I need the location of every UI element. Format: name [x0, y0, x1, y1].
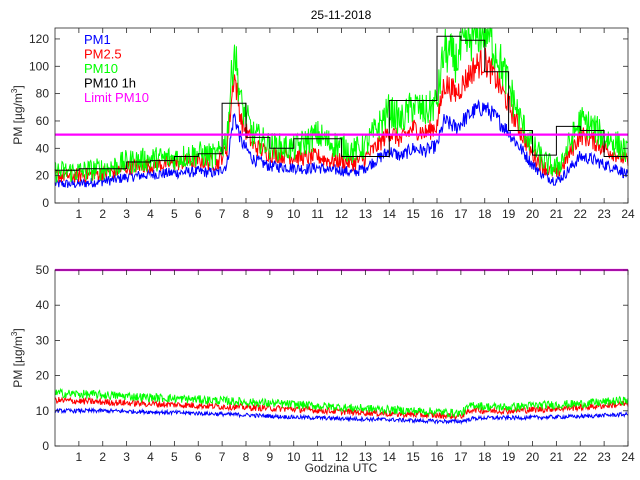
x-tick-label: 14	[383, 207, 397, 221]
x-tick-label: 20	[526, 207, 540, 221]
x-tick-label: 22	[574, 450, 588, 464]
y-tick-label: 20	[36, 169, 50, 183]
x-tick-label: 13	[359, 450, 373, 464]
x-tick-label: 19	[502, 450, 516, 464]
x-tick-label: 18	[478, 450, 492, 464]
top-y-label-main: PM [µg/m	[11, 93, 25, 145]
x-tick-label: 7	[219, 207, 226, 221]
y-tick-label: 10	[36, 404, 50, 418]
x-tick-label: 5	[171, 450, 178, 464]
x-tick-label: 14	[383, 450, 397, 464]
x-tick-label: 5	[171, 207, 178, 221]
y-tick-label: 50	[36, 263, 50, 277]
x-tick-label: 23	[597, 207, 611, 221]
x-tick-label: 17	[454, 207, 468, 221]
x-tick-label: 18	[478, 207, 492, 221]
bottom-y-label-sup: 3	[10, 331, 19, 336]
x-tick-label: 11	[311, 207, 324, 221]
x-tick-label: 12	[335, 450, 349, 464]
x-tick-label: 13	[359, 207, 373, 221]
x-tick-label: 11	[311, 450, 324, 464]
y-tick-label: 20	[36, 369, 50, 383]
bottom-x-ticks: 1 2 3 4 5 6 7 8 9 10 11 12 13 14 15 16 17 18 19 20 21 22 23 24	[76, 270, 635, 464]
y-tick-label: 0	[42, 439, 49, 453]
y-tick-label: 80	[36, 87, 50, 101]
legend-item-pm2-5: PM2.5	[84, 47, 122, 62]
y-tick-label: 40	[36, 141, 50, 155]
x-tick-label: 15	[406, 207, 420, 221]
x-tick-label: 10	[287, 450, 301, 464]
x-tick-label: 17	[454, 450, 468, 464]
x-tick-label: 4	[147, 450, 154, 464]
x-tick-label: 21	[550, 450, 564, 464]
x-tick-label: 7	[219, 450, 226, 464]
x-tick-label: 2	[99, 207, 106, 221]
top-y-label-close: ]	[11, 85, 25, 88]
x-tick-label: 12	[335, 207, 349, 221]
top-plot-area	[54, 27, 629, 188]
y-tick-label: 60	[36, 114, 50, 128]
x-tick-label: 6	[195, 207, 202, 221]
x-tick-label: 8	[243, 450, 250, 464]
top-x-ticks: 1 2 3 4 5 6 7 8 9 10 11 12 13 14 15 16 17 18 19 20 21 22 23 24	[76, 28, 635, 221]
y-tick-label: 30	[36, 333, 50, 347]
legend-item-pm1: PM1	[84, 32, 111, 47]
bottom-y-label-main: PM [µg/m	[11, 336, 25, 388]
x-tick-label: 9	[267, 450, 274, 464]
y-tick-label: 40	[36, 298, 50, 312]
x-tick-label: 3	[123, 450, 130, 464]
x-tick-label: 6	[195, 450, 202, 464]
x-tick-label: 1	[76, 207, 83, 221]
x-tick-label: 2	[99, 450, 106, 464]
top-y-ticks: 0 20 40 60 80 100 120	[29, 32, 628, 210]
legend-item-limit-pm10: Limit PM10	[84, 90, 149, 105]
x-tick-label: 16	[430, 450, 444, 464]
bottom-y-label-close: ]	[11, 328, 25, 331]
x-tick-label: 10	[287, 207, 301, 221]
y-tick-label: 120	[29, 32, 49, 46]
x-tick-label: 23	[597, 450, 611, 464]
x-tick-label: 9	[267, 207, 274, 221]
x-tick-label: 22	[574, 207, 588, 221]
series-pm10-bottom	[54, 387, 629, 419]
chart-title: 25-11-2018	[311, 8, 372, 22]
x-tick-label: 20	[526, 450, 540, 464]
x-axis-label: Godzina UTC	[305, 461, 378, 475]
legend-item-pm10: PM10	[84, 61, 118, 76]
top-y-label-sup: 3	[10, 88, 19, 93]
x-tick-label: 16	[430, 207, 444, 221]
bottom-y-ticks: 0 10 20 30 40 50	[36, 263, 628, 453]
series-pm2-5-bottom	[54, 396, 629, 420]
y-tick-label: 100	[29, 59, 49, 73]
x-tick-label: 8	[243, 207, 250, 221]
x-tick-label: 4	[147, 207, 154, 221]
x-tick-label: 3	[123, 207, 130, 221]
x-tick-label: 24	[621, 207, 635, 221]
x-tick-label: 19	[502, 207, 516, 221]
series-pm1-bottom	[54, 407, 629, 425]
x-tick-label: 24	[621, 450, 635, 464]
x-tick-label: 1	[76, 450, 83, 464]
series-pm10-1h-top	[55, 35, 628, 171]
bottom-y-axis-label: PM [µg/m3]	[10, 328, 25, 387]
top-y-axis-label: PM [µg/m3]	[10, 85, 25, 144]
x-tick-label: 15	[406, 450, 420, 464]
y-tick-label: 0	[42, 196, 49, 210]
x-tick-label: 21	[550, 207, 564, 221]
legend-item-pm10-1h: PM10 1h	[84, 76, 136, 91]
